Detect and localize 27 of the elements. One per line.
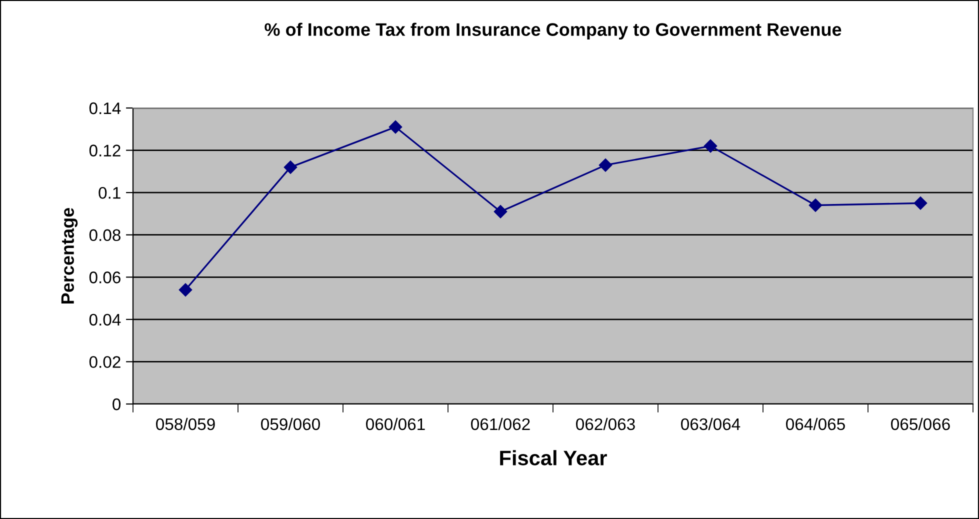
point [808,198,822,212]
y-tick-label: 0.08 [89,229,120,242]
x-axis-title: Fiscal Year [500,450,607,466]
point [704,139,718,153]
y-tick-label: 0.12 [89,144,120,156]
point [914,196,928,210]
chart-title: % of Income Tax from Insurance Company to Government Revenue [264,22,842,40]
y-tick-label: 0.04 [89,314,121,326]
x-tick-label: 062/063 [576,418,635,430]
x-tick-label: 059/060 [261,418,320,430]
y-tick-label: 0.02 [89,356,120,368]
point [178,283,192,296]
y-tick-label: 0.1 [98,186,120,199]
point [388,120,402,134]
point [284,160,298,174]
x-tick-label: 065/066 [891,418,950,430]
point [494,205,508,218]
y-tick-label: 0.06 [89,272,120,284]
x-tick-label: 064/065 [786,418,845,430]
x-tick-label: 063/064 [681,418,740,430]
x-tick-label: 060/061 [366,418,425,430]
point [598,158,612,172]
x-tick-label: 058/059 [156,418,215,430]
y-axis-title: Percentage [61,208,78,304]
y-tick-label: 0.14 [89,102,121,114]
y-tick-label: 0 [112,398,121,410]
x-tick-label: 061/062 [471,418,530,430]
